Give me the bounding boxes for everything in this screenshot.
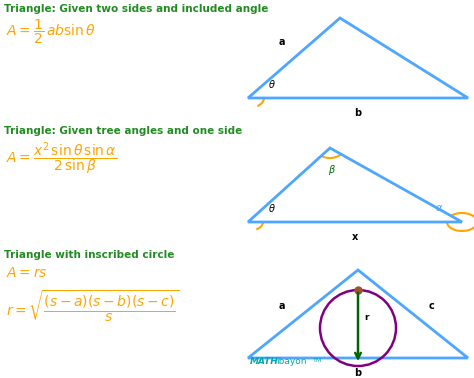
- Text: x: x: [352, 232, 358, 242]
- Text: b: b: [355, 108, 362, 118]
- Text: r: r: [364, 313, 368, 322]
- Text: $A = \dfrac{x^2\,\sin\theta\,\sin\alpha}{2\,\sin\beta}$: $A = \dfrac{x^2\,\sin\theta\,\sin\alpha}…: [6, 140, 117, 177]
- Text: $A = \dfrac{1}{2}\,ab\sin\theta$: $A = \dfrac{1}{2}\,ab\sin\theta$: [6, 18, 96, 46]
- Text: Triangle with inscribed circle: Triangle with inscribed circle: [4, 250, 174, 260]
- Text: a: a: [279, 37, 285, 47]
- Text: MATH: MATH: [250, 357, 279, 366]
- Text: $A = rs$: $A = rs$: [6, 266, 48, 280]
- Text: b: b: [355, 368, 362, 378]
- Text: a: a: [279, 301, 285, 311]
- Text: Triangle: Given tree angles and one side: Triangle: Given tree angles and one side: [4, 126, 242, 136]
- Text: ibayon: ibayon: [276, 357, 307, 366]
- Text: Triangle: Given two sides and included angle: Triangle: Given two sides and included a…: [4, 4, 268, 14]
- Text: $\theta$: $\theta$: [268, 202, 276, 214]
- Text: $\theta$: $\theta$: [268, 78, 276, 90]
- Text: $r = \sqrt{\dfrac{(s-a)(s-b)(s-c)}{s}}$: $r = \sqrt{\dfrac{(s-a)(s-b)(s-c)}{s}}$: [6, 288, 179, 324]
- Text: TM: TM: [313, 358, 322, 363]
- Text: $\beta$: $\beta$: [328, 163, 336, 177]
- Text: $\alpha$: $\alpha$: [435, 203, 443, 213]
- Text: c: c: [429, 301, 435, 311]
